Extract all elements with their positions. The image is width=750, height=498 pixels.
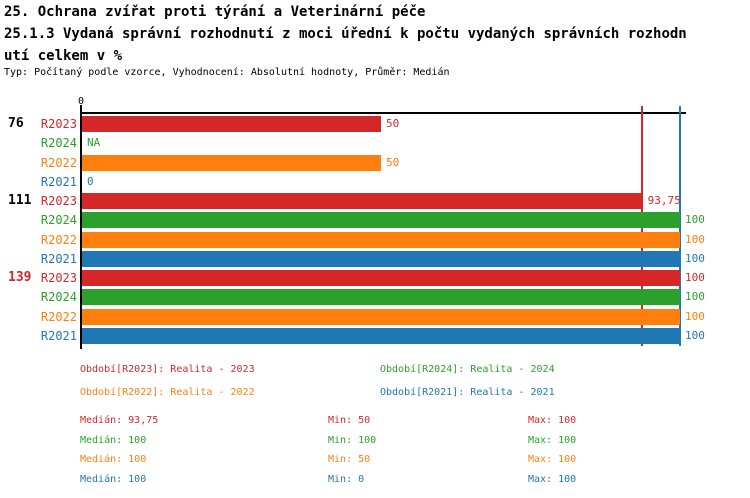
bar-year-label: R2023	[40, 271, 77, 285]
bar-R2022	[82, 308, 680, 325]
page-title-line-2: 25.1.3 Vydaná správní rozhodnutí z moci …	[4, 26, 687, 42]
legend-item-R2022: Období[R2022]: Realita - 2022	[80, 387, 255, 398]
stat-min-R2021: Min: 0	[328, 473, 365, 485]
group-label: 139	[8, 270, 32, 285]
bar-year-label: R2024	[40, 136, 77, 151]
bar-value-label: 100	[685, 271, 705, 284]
bar-R2023	[82, 116, 381, 132]
bar-value-label: 100	[685, 232, 705, 246]
bar-value-label: 100	[685, 213, 705, 227]
stat-median-R2024: Medián: 100	[80, 434, 147, 446]
bar-R2024	[82, 289, 680, 306]
bar-R2022	[82, 231, 680, 248]
bar-value-label: 100	[685, 309, 705, 323]
bar-R2022	[82, 154, 381, 171]
y-axis-line	[80, 105, 82, 349]
bar-value-label: NA	[87, 136, 101, 150]
bar-value-label: 93,75	[647, 194, 681, 207]
stat-median-R2023: Medián: 93,75	[80, 415, 159, 426]
bar-R2021	[82, 327, 680, 344]
stat-min-R2024: Min: 100	[328, 434, 377, 446]
page-title-line-1: 25. Ochrana zvířat proti týrání a Veteri…	[4, 4, 426, 20]
bar-year-label: R2021	[40, 251, 77, 266]
bar-value-label: 50	[386, 117, 400, 130]
legend-item-R2023: Období[R2023]: Realita - 2023	[80, 364, 255, 375]
bar-R2024	[82, 212, 680, 229]
group-label: 111	[8, 193, 32, 208]
bar-R2021	[82, 250, 680, 267]
stat-min-R2022: Min: 50	[328, 454, 371, 465]
bar-year-label: R2023	[40, 117, 77, 131]
bar-year-label: R2022	[40, 309, 77, 324]
stat-median-R2021: Medián: 100	[80, 473, 147, 485]
legend-item-R2021: Období[R2021]: Realita - 2021	[380, 387, 555, 398]
legend-item-R2024: Období[R2024]: Realita - 2024	[380, 364, 555, 375]
bar-value-label: 100	[685, 251, 705, 265]
stat-min-R2023: Min: 50	[328, 415, 371, 426]
bar-year-label: R2024	[40, 290, 77, 305]
bar-value-label: 0	[87, 174, 94, 188]
bar-value-label: 100	[685, 328, 705, 342]
group-label: 76	[8, 116, 24, 131]
bar-year-label: R2021	[40, 328, 77, 343]
bar-year-label: R2022	[40, 155, 77, 170]
bar-R2023	[82, 270, 680, 286]
page-title-line-3: utí celkem v %	[4, 48, 123, 64]
bar-value-label: 50	[386, 155, 400, 169]
bar-year-label: R2023	[40, 194, 77, 208]
bar-R2023	[82, 193, 643, 209]
stat-max-R2021: Max: 100	[528, 473, 577, 485]
bar-year-label: R2022	[40, 232, 77, 247]
stat-max-R2024: Max: 100	[528, 434, 577, 446]
bar-value-label: 100	[685, 290, 705, 304]
stat-max-R2023: Max: 100	[528, 415, 577, 426]
stat-median-R2022: Medián: 100	[80, 454, 147, 465]
bar-year-label: R2021	[40, 174, 77, 189]
x-axis-tick-label-0: 0	[77, 96, 85, 107]
chart-subtitle: Typ: Počítaný podle vzorce, Vyhodnocení:…	[4, 67, 450, 78]
stat-max-R2022: Max: 100	[528, 454, 577, 465]
x-axis-line	[80, 112, 686, 114]
bar-year-label: R2024	[40, 213, 77, 228]
